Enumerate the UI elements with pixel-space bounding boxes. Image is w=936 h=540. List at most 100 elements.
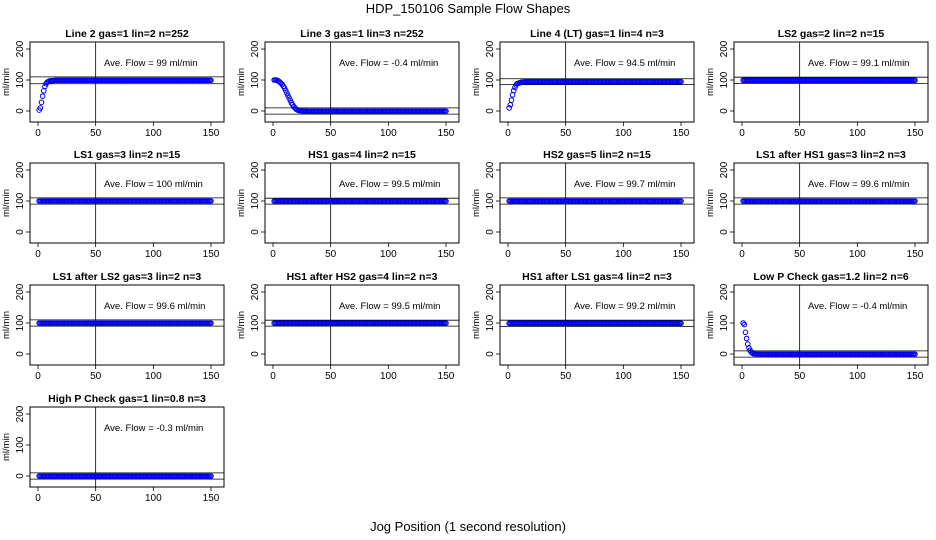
panel-title: HS1 after LS1 gas=4 lin=2 n=3 xyxy=(522,271,672,283)
y-tick-label: 0 xyxy=(250,229,261,235)
y-axis-label: ml/min xyxy=(236,189,247,217)
plot-frame xyxy=(733,41,929,123)
y-axis-label: ml/min xyxy=(236,311,247,339)
y-tick-label: 100 xyxy=(719,71,730,88)
data-series xyxy=(740,320,918,357)
y-axis-label: ml/min xyxy=(1,189,12,217)
data-series xyxy=(506,78,684,111)
average-flow-annotation: Ave. Flow = 99.5 ml/min xyxy=(339,179,440,190)
x-tick-label: 100 xyxy=(145,371,162,382)
y-axis-label: ml/min xyxy=(471,68,482,96)
average-flow-annotation: Ave. Flow = -0.4 ml/min xyxy=(808,301,907,312)
data-point xyxy=(208,473,214,479)
y-tick-label: 100 xyxy=(719,192,730,209)
panel-title: HS2 gas=5 lin=2 n=15 xyxy=(543,149,651,161)
data-point xyxy=(38,99,45,106)
data-point xyxy=(742,329,749,336)
x-tick-label: 100 xyxy=(380,249,397,260)
x-tick-label: 50 xyxy=(794,371,806,382)
plot-frame xyxy=(499,284,695,366)
panel-title: High P Check gas=1 lin=0.8 n=3 xyxy=(48,393,206,405)
y-axis-label: ml/min xyxy=(471,311,482,339)
average-flow-annotation: Ave. Flow = 99.5 ml/min xyxy=(339,301,440,312)
data-point xyxy=(678,320,684,327)
y-tick-label: 0 xyxy=(15,108,26,114)
y-tick-label: 200 xyxy=(719,161,730,178)
y-tick-label: 200 xyxy=(250,40,261,57)
flow-chart-panel: High P Check gas=1 lin=0.8 n=3 0 100 200ml/… xyxy=(1,393,225,504)
x-tick-label: 100 xyxy=(615,371,632,382)
x-tick-label: 50 xyxy=(325,371,337,382)
y-tick-label: 100 xyxy=(485,71,496,88)
data-series xyxy=(36,473,214,479)
x-tick-label: 50 xyxy=(325,249,337,260)
panel-title: LS1 after LS2 gas=3 lin=2 n=3 xyxy=(53,271,202,283)
data-point xyxy=(744,341,751,347)
panel-title: HS1 after HS2 gas=4 lin=2 n=3 xyxy=(287,271,438,283)
plot-frame xyxy=(733,162,929,244)
x-tick-label: 150 xyxy=(438,371,455,382)
data-point xyxy=(508,97,515,103)
data-point xyxy=(912,351,918,357)
x-tick-label: 150 xyxy=(673,371,690,382)
x-tick-label: 100 xyxy=(380,128,397,139)
data-point xyxy=(510,87,517,94)
x-axis-title: Jog Position (1 second resolution) xyxy=(370,519,566,534)
data-series xyxy=(506,320,684,327)
x-tick-label: 150 xyxy=(673,128,690,139)
plot-frame xyxy=(29,406,225,488)
data-point xyxy=(912,77,918,84)
y-tick-label: 0 xyxy=(15,229,26,235)
x-tick-label: 50 xyxy=(794,128,806,139)
data-point xyxy=(743,335,750,342)
panel-title: Line 3 gas=1 lin=3 n=252 xyxy=(300,28,424,40)
x-tick-label: 100 xyxy=(145,128,162,139)
x-tick-label: 150 xyxy=(438,249,455,260)
y-tick-label: 0 xyxy=(485,108,496,114)
data-series xyxy=(36,320,214,326)
y-tick-label: 200 xyxy=(485,283,496,300)
y-tick-label: 0 xyxy=(250,108,261,114)
data-series xyxy=(36,77,214,113)
data-point xyxy=(443,320,449,326)
plot-frame xyxy=(29,162,225,244)
y-axis-label: ml/min xyxy=(705,68,716,96)
data-point xyxy=(912,198,918,204)
panel-title: Line 4 (LT) gas=1 lin=4 n=3 xyxy=(530,28,664,40)
x-tick-label: 50 xyxy=(90,249,102,260)
panel-title: Line 2 gas=1 lin=2 n=252 xyxy=(65,28,189,40)
y-tick-label: 100 xyxy=(485,192,496,209)
data-series xyxy=(740,77,918,84)
data-point xyxy=(443,198,449,204)
data-series xyxy=(740,198,918,204)
data-series xyxy=(36,198,214,204)
y-tick-label: 100 xyxy=(719,314,730,331)
y-tick-label: 200 xyxy=(15,40,26,57)
panel-title: Low P Check gas=1.2 lin=2 n=6 xyxy=(753,271,908,283)
data-point xyxy=(443,108,449,114)
plot-frame xyxy=(264,162,460,244)
plot-frame xyxy=(499,162,695,244)
data-point xyxy=(678,198,684,204)
plot-frame xyxy=(733,284,929,366)
flow-chart-panel: Line 4 (LT) gas=1 lin=4 n=3 0 100 200ml/min… xyxy=(471,28,695,139)
x-tick-label: 50 xyxy=(90,128,102,139)
plot-frame xyxy=(29,284,225,366)
flow-chart-panel: HS1 after LS1 gas=4 lin=2 n=3 0 100 200ml/m… xyxy=(471,271,695,382)
data-point xyxy=(208,198,214,204)
x-tick-label: 50 xyxy=(90,493,102,504)
data-point xyxy=(42,83,48,90)
x-tick-label: 150 xyxy=(907,371,924,382)
x-tick-label: 50 xyxy=(560,128,572,139)
data-series xyxy=(271,320,449,326)
data-series xyxy=(506,198,684,204)
average-flow-annotation: Ave. Flow = 100 ml/min xyxy=(104,179,203,190)
average-flow-annotation: Ave. Flow = 94.5 ml/min xyxy=(574,58,675,69)
average-flow-annotation: Ave. Flow = -0.4 ml/min xyxy=(339,58,438,69)
